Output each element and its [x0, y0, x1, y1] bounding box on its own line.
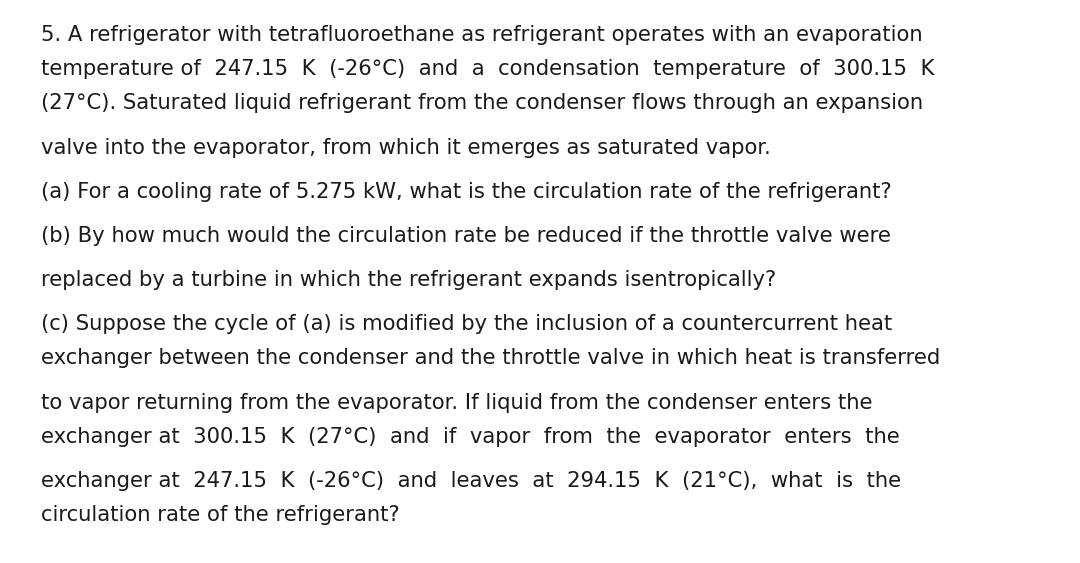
Text: exchanger at  300.15  K  (27°C)  and  if  vapor  from  the  evaporator  enters  : exchanger at 300.15 K (27°C) and if vapo…	[41, 427, 900, 447]
Text: 5. A refrigerator with tetrafluoroethane as refrigerant operates with an evapora: 5. A refrigerator with tetrafluoroethane…	[41, 25, 922, 46]
Text: (b) By how much would the circulation rate be reduced if the throttle valve were: (b) By how much would the circulation ra…	[41, 226, 891, 246]
Text: circulation rate of the refrigerant?: circulation rate of the refrigerant?	[41, 505, 400, 525]
Text: exchanger between the condenser and the throttle valve in which heat is transfer: exchanger between the condenser and the …	[41, 348, 941, 369]
Text: temperature of  247.15  K  (-26°C)  and  a  condensation  temperature  of  300.1: temperature of 247.15 K (-26°C) and a co…	[41, 59, 934, 79]
Text: exchanger at  247.15  K  (-26°C)  and  leaves  at  294.15  K  (21°C),  what  is : exchanger at 247.15 K (-26°C) and leaves…	[41, 471, 901, 491]
Text: (27°C). Saturated liquid refrigerant from the condenser flows through an expansi: (27°C). Saturated liquid refrigerant fro…	[41, 93, 923, 114]
Text: valve into the evaporator, from which it emerges as saturated vapor.: valve into the evaporator, from which it…	[41, 137, 771, 158]
Text: (a) For a cooling rate of 5.275 kW, what is the circulation rate of the refriger: (a) For a cooling rate of 5.275 kW, what…	[41, 182, 892, 202]
Text: (c) Suppose the cycle of (a) is modified by the inclusion of a countercurrent he: (c) Suppose the cycle of (a) is modified…	[41, 314, 892, 334]
Text: replaced by a turbine in which the refrigerant expands isentropically?: replaced by a turbine in which the refri…	[41, 270, 777, 291]
Text: to vapor returning from the evaporator. If liquid from the condenser enters the: to vapor returning from the evaporator. …	[41, 393, 873, 413]
